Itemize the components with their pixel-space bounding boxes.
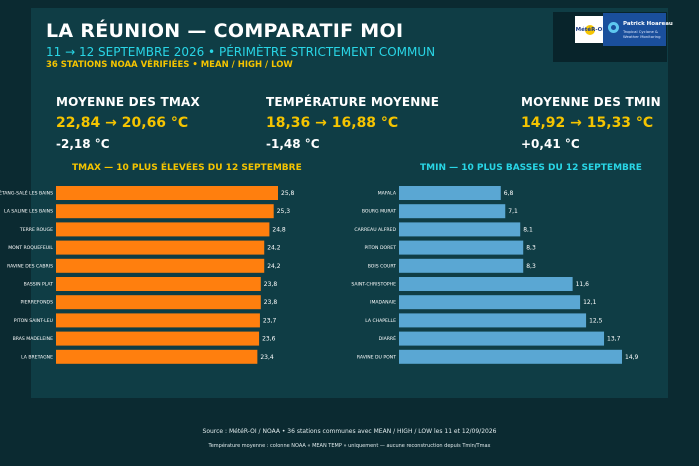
value-label: 8,1 [523, 226, 533, 233]
meteo-logo-text: MétéR-OI [575, 26, 605, 33]
value-label: 23,4 [260, 354, 274, 361]
footer-source: Source : MétéR-OI / NOAA • 36 stations c… [202, 428, 497, 435]
stat-tmean: TEMPÉRATURE MOYENNE 18,36 → 16,88 °C -1,… [266, 95, 439, 151]
value-label: 13,7 [607, 336, 621, 343]
value-label: 23,8 [264, 299, 278, 306]
sun-icon [585, 25, 595, 35]
author-logo: Patrick Hoareau Tropical Cyclone & Weath… [603, 13, 673, 46]
meteo-logo: MétéR-OI [575, 16, 605, 43]
category-label: DIARRÉ [379, 334, 396, 342]
stat-delta: -2,18 °C [56, 137, 110, 151]
stat-value: 18,36 → 16,88 °C [266, 115, 399, 131]
category-label: CARREAU ALFRED [354, 227, 396, 233]
category-label: PITON DORET [365, 245, 397, 251]
category-label: IMADANAIE [370, 300, 396, 306]
bar-3 [56, 240, 265, 255]
value-label: 24,8 [272, 226, 286, 233]
author-description: Tropical Cyclone & Weather Monitoring [623, 29, 661, 39]
bar-0 [399, 186, 501, 200]
value-label: 8,3 [526, 245, 536, 252]
stat-label: MOYENNE DES TMAX [56, 95, 200, 109]
bar-8 [399, 331, 605, 346]
category-label: BRAS MADELEINE [13, 336, 53, 342]
page-subtitle: 11 → 12 SEPTEMBRE 2026 • PÉRIMÈTRE STRIC… [46, 45, 436, 59]
bar-4 [56, 258, 265, 273]
stat-label: TEMPÉRATURE MOYENNE [266, 95, 440, 109]
value-label: 23,7 [263, 317, 277, 324]
bar-9 [56, 349, 258, 364]
category-label: SAINT-CHRISTOPHE [351, 282, 396, 288]
cyclone-icon [608, 22, 619, 33]
bar-7 [56, 313, 260, 328]
stat-value: 22,84 → 20,66 °C [56, 115, 189, 131]
value-label: 14,9 [625, 354, 639, 361]
bar-5 [399, 277, 573, 291]
stations-note: 36 STATIONS NOAA VÉRIFIÉES • MEAN / HIGH… [46, 60, 293, 70]
value-label: 24,2 [267, 263, 281, 270]
category-label: LA CHAPELLE [365, 318, 396, 324]
category-label: ÉTANG-SALÉ LES BAINS [0, 189, 53, 197]
stat-label: MOYENNE DES TMIN [521, 95, 661, 109]
value-label: 25,8 [281, 190, 295, 197]
category-label: BASSIN PLAT [24, 282, 54, 288]
category-label: TERRE ROUGE [19, 227, 53, 233]
value-label: 12,5 [589, 317, 603, 324]
category-label: RAVINE DES CABRIS [7, 263, 53, 269]
bar-0 [56, 186, 278, 200]
category-label: BOURG MURAT [362, 209, 396, 215]
value-label: 11,6 [576, 281, 590, 288]
bar-6 [399, 295, 581, 310]
bar-6 [56, 295, 261, 310]
category-label: MONT ROQUEFEUIL [8, 245, 53, 251]
category-label: LA SALINE LES BAINS [4, 209, 53, 215]
stat-delta: -1,48 °C [266, 137, 320, 151]
value-label: 25,3 [277, 208, 291, 215]
stat-tmax: MOYENNE DES TMAX 22,84 → 20,66 °C -2,18 … [56, 95, 200, 151]
bar-9 [399, 349, 622, 364]
bar-4 [399, 258, 524, 273]
bar-3 [399, 240, 524, 255]
chart-title-tmax: TMAX — 10 PLUS ÉLEVÉES DU 12 SEPTEMBRE [72, 163, 302, 173]
bar-1 [56, 204, 274, 219]
bar-8 [56, 331, 260, 346]
category-label: RAVINE DU PONT [357, 354, 396, 360]
author-name: Patrick Hoareau [623, 21, 673, 27]
bar-2 [56, 222, 270, 237]
value-label: 12,1 [583, 299, 597, 306]
bar-7 [399, 313, 587, 328]
value-label: 7,1 [508, 208, 518, 215]
value-label: 6,8 [504, 190, 514, 197]
category-label: BOIS COURT [368, 263, 396, 269]
stat-tmin: MOYENNE DES TMIN 14,92 → 15,33 °C +0,41 … [521, 95, 661, 151]
bar-1 [399, 204, 506, 219]
bar-5 [56, 277, 261, 291]
category-label: MAFALA [378, 191, 397, 197]
bar-2 [399, 222, 521, 237]
chart-title-tmin: TMIN — 10 PLUS BASSES DU 12 SEPTEMBRE [420, 163, 642, 173]
category-label: PITON SAINT-LEU [14, 318, 53, 324]
page-title: LA RÉUNION — COMPARATIF MOI [46, 20, 404, 42]
category-label: LA BRETAGNE [21, 354, 53, 360]
value-label: 23,8 [264, 281, 278, 288]
value-label: 24,2 [267, 245, 281, 252]
stat-value: 14,92 → 15,33 °C [521, 115, 654, 131]
value-label: 23,6 [262, 336, 276, 343]
category-label: PIERREFONDS [21, 300, 54, 306]
footer-note: Température moyenne : colonne NOAA « MEA… [208, 443, 491, 449]
value-label: 8,3 [526, 263, 536, 270]
stat-delta: +0,41 °C [521, 137, 580, 151]
